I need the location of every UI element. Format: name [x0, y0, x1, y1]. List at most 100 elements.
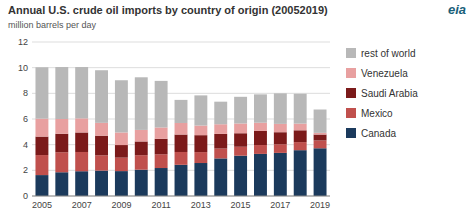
bar-segment	[135, 155, 148, 170]
bar-segment	[314, 133, 327, 135]
bar-segment	[175, 152, 188, 165]
bar-segment	[75, 171, 88, 196]
bar-segment	[55, 67, 68, 119]
bar-segment	[234, 123, 247, 133]
bar-segment	[75, 67, 88, 118]
bar-segment	[115, 80, 128, 132]
legend-swatch	[346, 68, 356, 78]
bar-segment	[214, 134, 227, 149]
y-axis: 024681012	[18, 37, 330, 201]
bar-segment	[214, 102, 227, 125]
bar-segment	[214, 158, 227, 196]
bar-segment	[194, 135, 207, 152]
legend-label: Mexico	[361, 108, 393, 119]
bar-segment	[294, 124, 307, 131]
bar-segment	[234, 97, 247, 124]
bar-segment	[294, 150, 307, 196]
y-tick-label: 12	[18, 37, 28, 47]
bar-segment	[35, 119, 48, 137]
bar-segment	[194, 126, 207, 136]
bar-segment	[254, 145, 267, 154]
bar-segment	[234, 133, 247, 146]
bar-segment	[35, 137, 48, 155]
bar-segment	[35, 175, 48, 196]
subtitle: million barrels per day	[8, 20, 97, 30]
x-tick-label: 2019	[310, 200, 330, 210]
y-tick-label: 6	[23, 114, 28, 124]
x-axis: 20052007200920112013201520172019	[32, 200, 330, 210]
bar-segment	[95, 123, 108, 136]
bar-segment	[294, 130, 307, 142]
x-axis-line	[32, 196, 330, 197]
bar-segment	[115, 145, 128, 158]
bars	[35, 67, 326, 196]
bar-segment	[35, 155, 48, 175]
legend-label: Saudi Arabia	[361, 88, 418, 99]
bar-segment	[194, 163, 207, 196]
bar-segment	[175, 100, 188, 123]
bar-segment	[194, 152, 207, 163]
bar-segment	[55, 134, 68, 152]
bar-segment	[274, 124, 287, 132]
bar-segment	[55, 152, 68, 172]
bar-segment	[115, 171, 128, 196]
bar-segment	[274, 132, 287, 144]
bar-segment	[175, 123, 188, 135]
bar-segment	[135, 170, 148, 196]
bar-segment	[155, 127, 168, 138]
legend-label: rest of world	[361, 48, 415, 59]
legend-swatch	[346, 88, 356, 98]
grid-line	[32, 42, 330, 43]
bar-segment	[254, 131, 267, 145]
bar-segment	[254, 94, 267, 122]
legend-swatch	[346, 48, 356, 58]
bar-segment	[75, 152, 88, 171]
bar-segment	[155, 81, 168, 128]
bar-segment	[234, 147, 247, 156]
bar-segment	[294, 94, 307, 124]
y-tick-label: 8	[23, 88, 28, 98]
y-tick-label: 2	[23, 165, 28, 175]
bar-segment	[155, 154, 168, 168]
bar-segment	[135, 130, 148, 142]
bar-segment	[254, 123, 267, 131]
bar-segment	[55, 119, 68, 134]
bar-segment	[35, 67, 48, 118]
bar-segment	[294, 142, 307, 150]
x-tick-label: 2011	[151, 200, 170, 210]
bar-segment	[175, 165, 188, 196]
x-tick-label: 2013	[191, 200, 211, 210]
x-tick-label: 2007	[72, 200, 92, 210]
legend: rest of world Venezuela Saudi Arabia Mexico…	[346, 48, 418, 139]
bar-segment	[314, 135, 327, 141]
annotation: eia	[448, 2, 466, 17]
y-tick-label: 10	[18, 63, 28, 73]
bar-segment	[314, 148, 327, 196]
x-tick-label: 2015	[231, 200, 251, 210]
y-tick-label: 4	[23, 140, 28, 150]
bar-segment	[95, 136, 108, 156]
bar-segment	[234, 156, 247, 196]
grid-line	[32, 196, 330, 197]
legend-label: Venezuela	[361, 68, 408, 79]
bar-segment	[75, 132, 88, 152]
bar-segment	[55, 172, 68, 196]
bar-segment	[115, 132, 128, 145]
bar-segment	[214, 124, 227, 134]
bar-segment	[115, 158, 128, 171]
chart: Annual U.S. crude oil imports by country…	[0, 0, 474, 218]
bar-segment	[274, 144, 287, 153]
legend-swatch	[346, 108, 356, 118]
legend-label: Canada	[361, 128, 396, 139]
bar-segment	[135, 141, 148, 155]
legend-swatch	[346, 128, 356, 138]
bar-segment	[175, 135, 188, 152]
bar-segment	[95, 171, 108, 196]
bar-segment	[214, 149, 227, 159]
bar-segment	[314, 140, 327, 148]
bar-segment	[75, 118, 88, 132]
bar-segment	[155, 139, 168, 155]
bar-segment	[135, 77, 148, 130]
title: Annual U.S. crude oil imports by country…	[8, 4, 328, 16]
bar-segment	[254, 154, 267, 196]
